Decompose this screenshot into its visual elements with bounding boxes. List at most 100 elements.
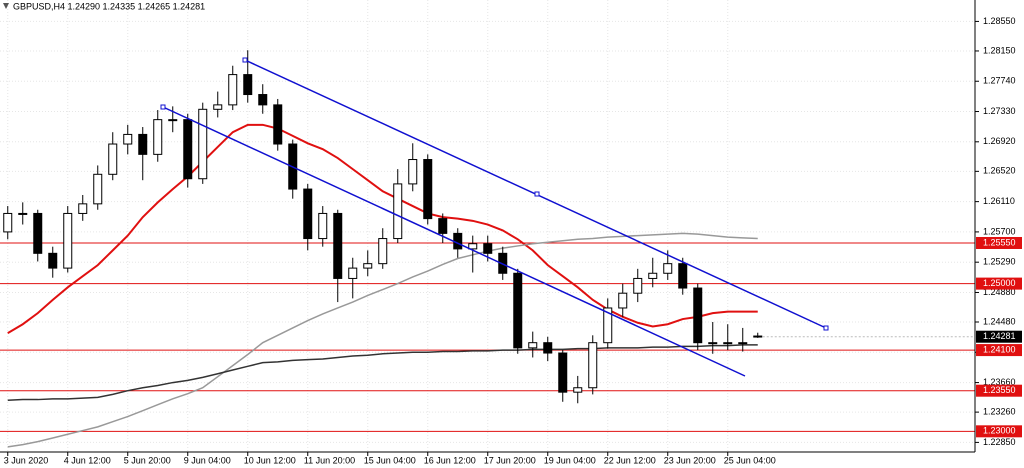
level-label: 1.24100 <box>983 344 1016 354</box>
candle-body <box>753 335 763 338</box>
y-tick-label: 1.23260 <box>983 406 1016 416</box>
y-tick-label: 1.27330 <box>983 106 1016 116</box>
last-price-label: 1.24281 <box>983 331 1016 341</box>
candle-body <box>723 342 733 345</box>
y-tick-label: 1.22850 <box>983 437 1016 447</box>
y-tick-label: 1.24880 <box>983 287 1016 297</box>
plot-area <box>0 0 975 452</box>
candle-body <box>438 218 448 234</box>
candle-body <box>213 104 223 110</box>
y-tick-label: 1.26920 <box>983 136 1016 146</box>
candle-body <box>108 143 118 175</box>
candle-body <box>318 212 328 240</box>
level-tag <box>976 425 1022 438</box>
level-tag <box>976 384 1022 397</box>
candle-body <box>468 243 478 250</box>
candle-body <box>93 173 103 205</box>
last-price-tag <box>976 330 1022 343</box>
candle-body <box>183 119 193 180</box>
level-tag <box>976 277 1022 290</box>
candle-body <box>528 342 538 349</box>
y-tick-label: 1.28150 <box>983 45 1016 55</box>
candle-body <box>663 263 673 274</box>
x-tick-label: 4 Jun 12:00 <box>64 455 111 465</box>
candle-body <box>513 272 523 349</box>
level-tag <box>976 236 1022 249</box>
candle-body <box>678 263 688 289</box>
x-tick-label: 10 Jun 12:00 <box>244 455 296 465</box>
y-tick-label: 1.25290 <box>983 257 1016 267</box>
candle-body <box>573 387 583 393</box>
y-tick-label: 1.23660 <box>983 377 1016 387</box>
x-tick-label: 25 Jun 04:00 <box>724 455 776 465</box>
candle-body <box>333 212 343 279</box>
candle-body <box>738 342 748 345</box>
trend-line <box>162 106 746 377</box>
trend-anchor <box>242 57 248 63</box>
candle-body <box>423 159 433 220</box>
moving-average <box>7 344 758 402</box>
x-tick-label: 23 Jun 20:00 <box>664 455 716 465</box>
candle-body <box>258 94 268 106</box>
moving-average <box>7 123 758 334</box>
x-tick-label: 22 Jun 12:00 <box>604 455 656 465</box>
candle-body <box>198 108 208 180</box>
candle-body <box>138 133 148 155</box>
candle-body <box>603 307 613 344</box>
y-tick-label: 1.25700 <box>983 226 1016 236</box>
candle-body <box>393 183 403 240</box>
y-tick-label: 1.26520 <box>983 166 1016 176</box>
y-tick-label: 1.24480 <box>983 316 1016 326</box>
candle-body <box>708 342 718 345</box>
moving-average <box>7 232 758 448</box>
x-tick-label: 5 Jun 20:00 <box>124 455 171 465</box>
candle-body <box>48 252 58 269</box>
trend-anchor <box>534 191 540 197</box>
level-label: 1.23000 <box>983 426 1016 436</box>
x-tick-label: 16 Jun 12:00 <box>424 455 476 465</box>
candle-body <box>243 74 253 96</box>
candle-body <box>303 188 313 240</box>
candle-body <box>123 133 133 145</box>
symbol-icon <box>3 3 9 9</box>
candle-body <box>33 212 43 254</box>
x-tick-label: 11 Jun 20:00 <box>304 455 355 465</box>
candle-body <box>228 74 238 106</box>
candle-body <box>558 352 568 393</box>
trend-anchor <box>160 104 166 110</box>
candle-body <box>588 342 598 389</box>
candle-body <box>633 277 643 294</box>
y-tick-label: 1.26110 <box>983 196 1015 206</box>
candle-body <box>363 263 373 269</box>
y-tick-label: 1.27740 <box>983 76 1016 86</box>
candle-body <box>273 104 283 145</box>
candle-body <box>378 238 388 265</box>
candle-body <box>168 119 178 122</box>
trend-anchor <box>823 325 829 331</box>
level-label: 1.25550 <box>983 237 1016 247</box>
candle-body <box>648 272 658 279</box>
candle-body <box>153 119 163 155</box>
x-tick-label: 9 Jun 04:00 <box>184 455 231 465</box>
chart-title: GBPUSD,H4 1.24290 1.24335 1.24265 1.2428… <box>13 1 205 11</box>
x-tick-label: 17 Jun 20:00 <box>484 455 536 465</box>
candle-body <box>693 287 703 344</box>
candle-body <box>408 159 418 185</box>
level-label: 1.23550 <box>983 385 1016 395</box>
candle-body <box>3 212 13 233</box>
x-tick-label: 15 Jun 04:00 <box>364 455 416 465</box>
candle-body <box>63 212 73 269</box>
candle-body <box>543 342 553 354</box>
y-tick-label: 1.28550 <box>983 16 1016 26</box>
candle-body <box>78 203 88 214</box>
candle-body <box>618 292 628 309</box>
candle-body <box>18 212 28 215</box>
candle-body <box>483 243 493 254</box>
level-tag <box>976 344 1022 357</box>
x-tick-label: 19 Jun 04:00 <box>544 455 596 465</box>
x-tick-label: 3 Jun 2020 <box>4 455 49 465</box>
candle-body <box>348 267 358 279</box>
